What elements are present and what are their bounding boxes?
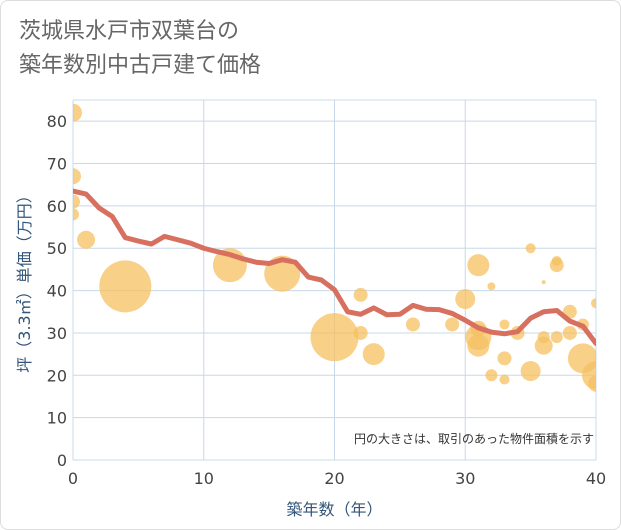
y-axis-label: 坪（3.3㎡）単価（万円） — [15, 187, 34, 372]
bubble-point — [534, 336, 553, 355]
bubble-point — [362, 343, 385, 366]
bubble-point — [353, 287, 368, 302]
bubble-point — [353, 325, 368, 340]
bubble-point — [73, 194, 80, 209]
bubble-point — [310, 313, 359, 362]
y-tick-label: 70 — [47, 155, 67, 174]
bubble-point — [588, 375, 596, 392]
y-tick-label: 0 — [57, 451, 67, 470]
chart-title: 茨城県水戸市双葉台の 築年数別中古戸建て価格 — [19, 15, 261, 83]
y-tick-label: 40 — [47, 282, 67, 301]
bubble-point — [467, 254, 490, 277]
bubble-point — [73, 103, 82, 122]
bubble-point — [455, 289, 476, 310]
chart-title-line-2: 築年数別中古戸建て価格 — [19, 53, 262, 78]
x-tick-label: 40 — [586, 469, 606, 488]
bubble-point — [73, 168, 81, 185]
y-tick-label: 50 — [47, 239, 67, 258]
bubble-point — [562, 325, 577, 340]
bubble-point — [550, 331, 563, 344]
y-tick-label: 30 — [47, 324, 67, 343]
bubble-point — [497, 351, 512, 366]
bubble-point — [467, 334, 490, 357]
bubble-point — [445, 317, 460, 332]
x-tick-label: 30 — [455, 469, 475, 488]
bubble-point — [541, 280, 546, 285]
bubble-point — [525, 243, 536, 254]
chart-title-line-1: 茨城県水戸市双葉台の — [19, 19, 240, 44]
y-tick-label: 20 — [47, 366, 67, 385]
x-tick-label: 10 — [194, 469, 214, 488]
bubble-point — [73, 208, 79, 221]
bubble-point — [520, 361, 541, 382]
bubble-point — [487, 282, 496, 291]
y-tick-label: 60 — [47, 197, 67, 216]
x-tick-label: 0 — [68, 469, 78, 488]
bubble-point — [499, 319, 510, 330]
chart-note: 円の大きさは、取引のあった物件面積を示す — [354, 431, 594, 446]
bubble-point — [99, 260, 152, 313]
x-axis-label: 築年数（年） — [286, 500, 382, 519]
bubble-point — [591, 298, 596, 309]
bubble-point — [405, 317, 420, 332]
bubble-point — [499, 374, 510, 385]
average-price-line — [73, 188, 596, 347]
y-tick-label: 80 — [47, 112, 67, 131]
y-tick-label: 10 — [47, 409, 67, 428]
bubble-point — [485, 369, 498, 382]
x-tick-label: 20 — [324, 469, 344, 488]
bubble-point — [549, 258, 564, 273]
bubble-point — [77, 230, 96, 249]
